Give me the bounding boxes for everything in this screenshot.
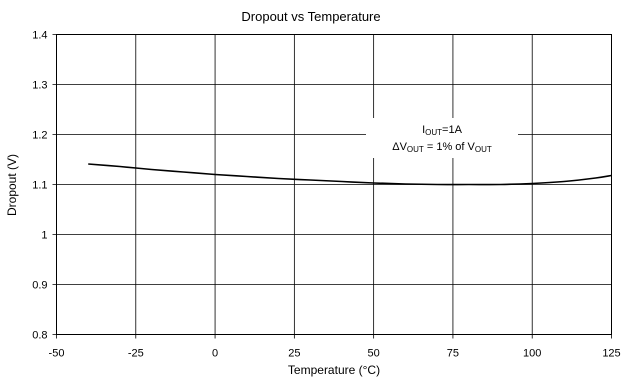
- x-axis-label: Temperature (°C): [288, 363, 380, 377]
- y-tick-label: 1.2: [32, 130, 47, 142]
- annotation-iout: IOUT=1A: [422, 124, 462, 137]
- x-tick-labels: -50 -25 0 25 50 75 100 125: [49, 348, 621, 360]
- y-tick-label: 1.4: [32, 30, 47, 42]
- x-tick-label: 100: [523, 348, 541, 360]
- annotation-box: [366, 118, 518, 158]
- y-tick-label: 1: [41, 230, 47, 242]
- grid-lines: [52, 34, 612, 339]
- x-tick-label: 0: [212, 348, 218, 360]
- x-tick-label: 25: [288, 348, 300, 360]
- y-tick-label: 0.8: [32, 330, 47, 342]
- series-line-dropout: [88, 163, 612, 186]
- annotation-delta-vout: ΔVOUT = 1% of VOUT: [392, 141, 492, 154]
- x-tick-label: -25: [128, 348, 144, 360]
- x-tick-label: -50: [49, 348, 65, 360]
- x-tick-label: 125: [602, 348, 620, 360]
- plot-frame: [56, 34, 612, 335]
- y-axis-label: Dropout (V): [5, 154, 19, 216]
- y-tick-labels: 0.8 0.9 1 1.1 1.2 1.3 1.4: [32, 30, 47, 342]
- chart-title: Dropout vs Temperature: [241, 9, 380, 24]
- y-tick-label: 1.1: [32, 180, 47, 192]
- y-tick-label: 1.3: [32, 80, 47, 92]
- x-tick-label: 50: [368, 348, 380, 360]
- y-tick-label: 0.9: [32, 280, 47, 292]
- x-tick-label: 75: [447, 348, 459, 360]
